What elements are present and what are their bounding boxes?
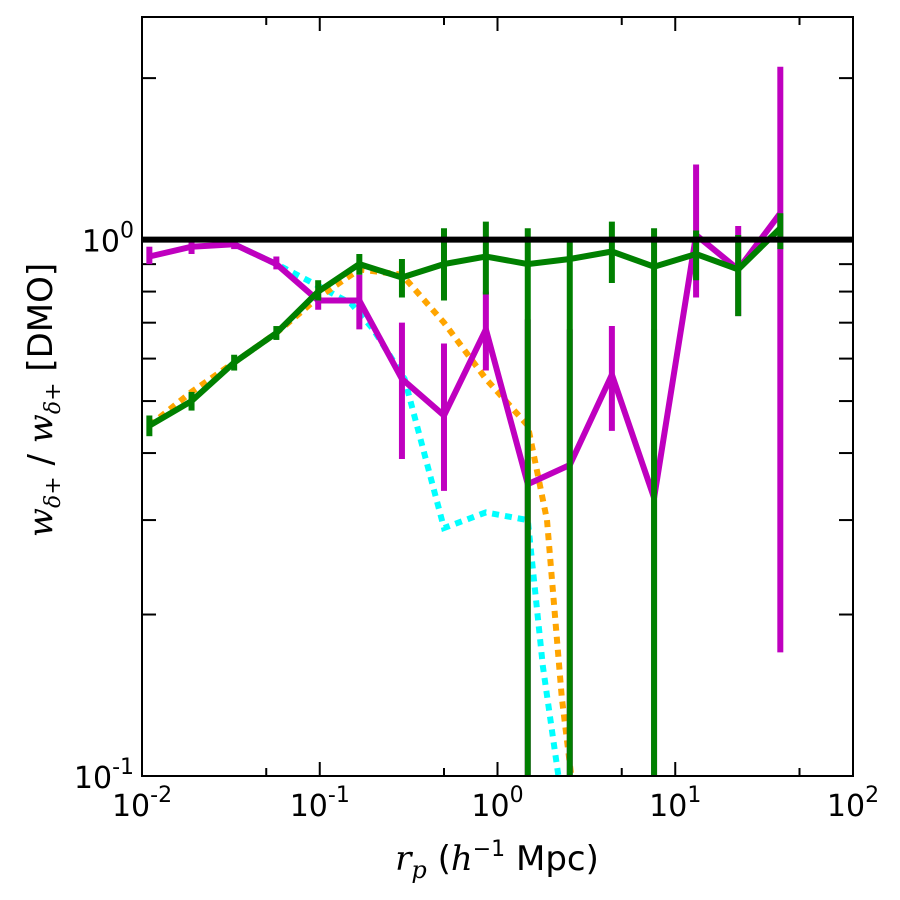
y-axis-label: wδ+ / wδ+ [DMO] bbox=[21, 263, 66, 537]
y-tick-label: 100 bbox=[82, 219, 134, 260]
x-axis-label: rp (h−1 Mpc) bbox=[395, 837, 599, 884]
x-tick-label-base: 10 bbox=[649, 789, 687, 824]
series-green bbox=[146, 213, 784, 776]
y-tick-label-base: 10 bbox=[74, 761, 112, 796]
x-tick-label-exp: 1 bbox=[687, 783, 701, 808]
x-tick-label-base: 10 bbox=[471, 789, 509, 824]
x-tick-label-base: 10 bbox=[827, 789, 865, 824]
x-tick-label-base: 10 bbox=[290, 789, 328, 824]
series-line-orange bbox=[147, 266, 575, 776]
y-tick-label-exp: 0 bbox=[120, 219, 134, 244]
plot-area bbox=[142, 66, 853, 776]
x-tick-label-base: 10 bbox=[112, 789, 150, 824]
x-tick-label-exp: -2 bbox=[150, 783, 172, 808]
series-magenta bbox=[146, 66, 784, 776]
x-tick-label: 100 bbox=[471, 783, 523, 824]
series-line-green bbox=[147, 226, 783, 429]
x-tick-label: 10-2 bbox=[112, 783, 172, 824]
series-line-magenta bbox=[148, 211, 783, 499]
plot-frame bbox=[141, 16, 854, 777]
x-tick-label: 10-1 bbox=[290, 783, 350, 824]
x-tick-label-exp: 0 bbox=[510, 783, 524, 808]
y-tick-label-exp: -1 bbox=[112, 755, 134, 780]
x-tick-label-exp: 2 bbox=[865, 783, 879, 808]
x-tick-label: 102 bbox=[827, 783, 879, 824]
series-orange bbox=[147, 266, 575, 776]
x-tick-label-exp: -1 bbox=[328, 783, 350, 808]
y-tick-label-base: 10 bbox=[82, 225, 120, 260]
axis-ticks bbox=[141, 17, 854, 776]
y-tick-label: 10-1 bbox=[74, 755, 134, 796]
x-tick-label: 101 bbox=[649, 783, 701, 824]
